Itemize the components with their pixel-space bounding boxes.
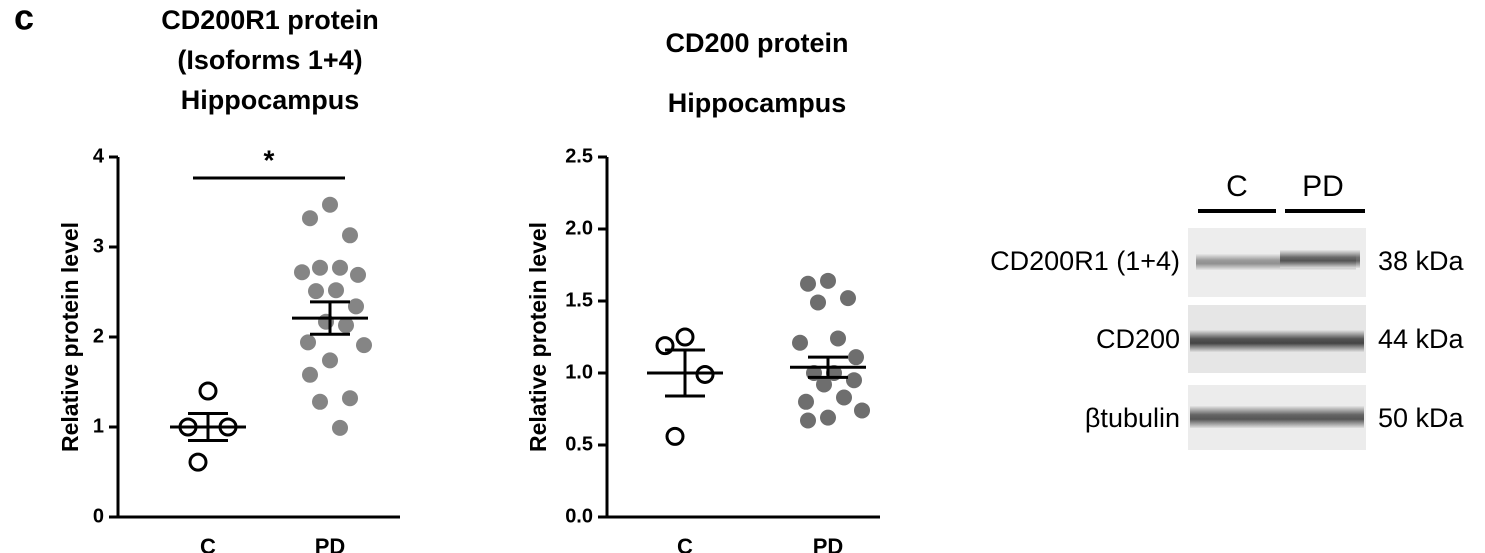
data-point (675, 327, 695, 347)
y-tick-label: 3 (93, 235, 104, 257)
data-point (800, 412, 816, 429)
y-axis-label: Relative protein level (57, 222, 83, 452)
data-point (312, 393, 328, 410)
error-bar (188, 412, 228, 442)
data-point (836, 389, 852, 406)
y-tick-label: 0 (93, 505, 104, 527)
data-point (338, 317, 354, 334)
blot: C PD CD200R1 (1+4) CD200 βtubulin 38 kDa… (990, 170, 1465, 450)
data-point (188, 452, 208, 472)
data-point (322, 196, 338, 213)
data-point (798, 393, 814, 410)
y-tick-label: 2 (93, 325, 104, 347)
data-point (356, 337, 372, 354)
chart-title: (Isoforms 1+4) (177, 45, 362, 75)
y-tick-label: 1 (93, 415, 104, 437)
data-point (820, 409, 836, 426)
data-point (792, 334, 808, 351)
significance-label: * (264, 144, 275, 175)
data-point (800, 275, 816, 292)
blot-label: CD200R1 (1+4) (990, 246, 1180, 276)
data-point (830, 330, 846, 347)
data-point (302, 210, 318, 227)
data-point (816, 376, 832, 393)
data-point (318, 313, 334, 330)
data-point (820, 272, 836, 289)
panel-label: c (14, 0, 34, 38)
error-bar (310, 300, 350, 336)
data-point (350, 266, 366, 283)
data-point (342, 227, 358, 244)
blot-size: 44 kDa (1378, 324, 1465, 354)
chart-title: CD200R1 protein (161, 5, 379, 35)
chart-title: CD200 protein (665, 28, 848, 58)
data-point (294, 264, 310, 281)
x-tick-label: C (200, 534, 216, 553)
data-point (328, 282, 344, 299)
y-tick-label: 4 (93, 145, 105, 167)
x-tick-label: PD (315, 534, 346, 553)
data-point (348, 298, 364, 315)
y-tick-label: 1.0 (565, 361, 593, 383)
x-tick-label: PD (813, 534, 844, 553)
y-tick-label: 0.0 (565, 505, 593, 527)
data-point (198, 381, 218, 401)
y-tick-label: 2.5 (565, 145, 593, 167)
blot-size: 38 kDa (1378, 246, 1465, 276)
data-point (665, 426, 685, 446)
y-axis-label: Relative protein level (525, 222, 551, 452)
error-bar (665, 348, 705, 398)
chart-title: Hippocampus (181, 85, 360, 115)
data-point (312, 259, 328, 276)
blot-label: CD200 (1096, 324, 1180, 354)
data-point (332, 419, 348, 436)
data-point (655, 336, 675, 356)
data-point (342, 390, 358, 407)
blot-group: C (1226, 170, 1248, 203)
data-point (308, 283, 324, 300)
data-point (840, 290, 856, 307)
band (1190, 406, 1364, 428)
x-tick-label: C (677, 534, 693, 553)
chart-title: Hippocampus (668, 88, 847, 118)
band (1190, 330, 1364, 352)
error-bar (808, 355, 848, 379)
band (1280, 250, 1360, 268)
blot-label: βtubulin (1085, 403, 1180, 433)
data-point (322, 352, 338, 369)
y-tick-label: 2.0 (565, 217, 593, 239)
data-point (854, 402, 870, 419)
y-tick-label: 1.5 (565, 289, 593, 311)
data-point (810, 294, 826, 311)
blot-group: PD (1302, 170, 1344, 203)
data-point (300, 334, 316, 351)
data-point (846, 372, 862, 389)
y-tick-label: 0.5 (565, 433, 593, 455)
blot-size: 50 kDa (1378, 403, 1465, 433)
data-point (302, 366, 318, 383)
data-point (848, 349, 864, 366)
data-point (332, 259, 348, 276)
